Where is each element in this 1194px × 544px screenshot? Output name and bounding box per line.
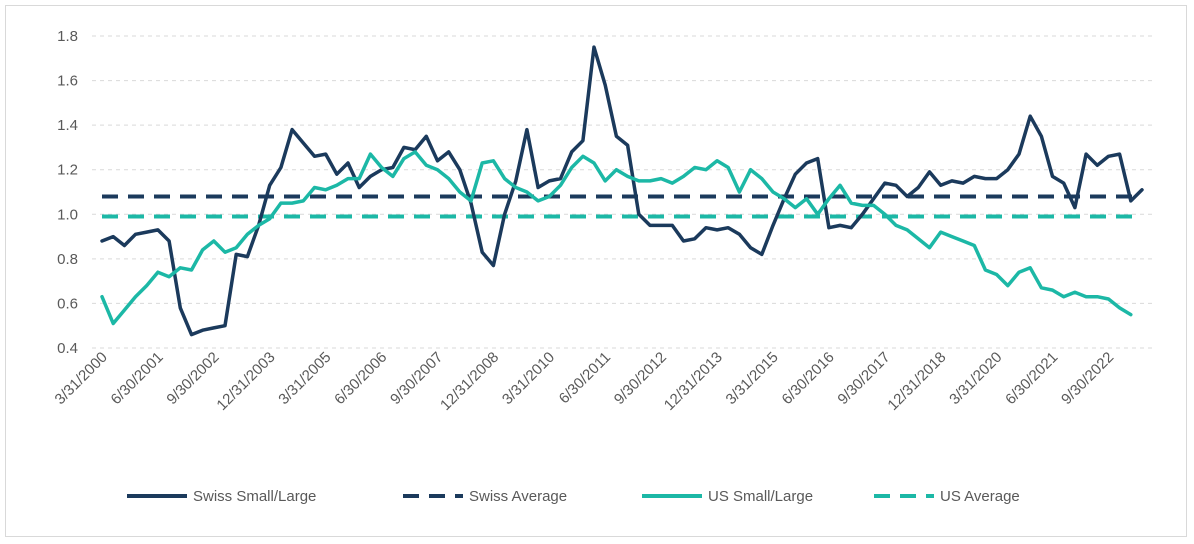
x-tick-label: 6/30/2011 xyxy=(556,349,614,407)
series-lines xyxy=(100,45,1144,337)
gridlines xyxy=(92,35,1152,349)
series-line-swiss-small-large xyxy=(100,45,1144,337)
x-tick-label: 3/31/2000 xyxy=(52,349,111,408)
legend-label-us-small-large: US Small/Large xyxy=(708,488,813,505)
legend: Swiss Small/Large Swiss Average US Small/L… xyxy=(127,488,1020,505)
legend-label-us-average: US Average xyxy=(940,488,1020,505)
x-tick-label: 9/30/2007 xyxy=(387,349,446,408)
x-tick-label: 6/30/2021 xyxy=(1002,349,1061,408)
y-tick-label: 0.4 xyxy=(57,340,78,357)
x-tick-label: 12/31/2018 xyxy=(884,349,949,414)
y-tick-label: 1.8 xyxy=(57,28,78,45)
legend-label-swiss-small-large: Swiss Small/Large xyxy=(193,488,316,505)
legend-label-swiss-average: Swiss Average xyxy=(469,488,567,505)
y-axis-ticks: 0.4 0.6 0.8 1.0 1.2 1.4 1.6 1.8 xyxy=(57,28,78,357)
series-line-us-small-large xyxy=(100,150,1133,326)
x-tick-label: 9/30/2002 xyxy=(163,349,222,408)
y-tick-label: 1.0 xyxy=(57,206,78,223)
x-tick-label: 9/30/2017 xyxy=(834,349,893,408)
x-tick-label: 3/31/2010 xyxy=(499,349,558,408)
x-axis-ticks: 3/31/20006/30/20019/30/200212/31/20033/3… xyxy=(52,349,1118,414)
x-tick-label: 3/31/2005 xyxy=(275,349,334,408)
y-tick-label: 1.2 xyxy=(57,162,78,179)
x-tick-label: 9/30/2012 xyxy=(611,349,670,408)
y-tick-label: 1.6 xyxy=(57,73,78,90)
y-tick-label: 0.8 xyxy=(57,251,78,268)
x-tick-label: 6/30/2001 xyxy=(108,349,167,408)
x-tick-label: 9/30/2022 xyxy=(1058,349,1117,408)
y-tick-label: 1.4 xyxy=(57,117,78,134)
x-tick-label: 3/31/2015 xyxy=(723,349,782,408)
x-tick-label: 6/30/2006 xyxy=(331,349,390,408)
x-tick-label: 12/31/2003 xyxy=(213,349,278,414)
x-tick-label: 12/31/2008 xyxy=(437,349,502,414)
y-tick-label: 0.6 xyxy=(57,295,78,312)
x-tick-label: 12/31/2013 xyxy=(661,349,726,414)
x-tick-label: 6/30/2016 xyxy=(779,349,838,408)
x-tick-label: 3/31/2020 xyxy=(946,349,1005,408)
